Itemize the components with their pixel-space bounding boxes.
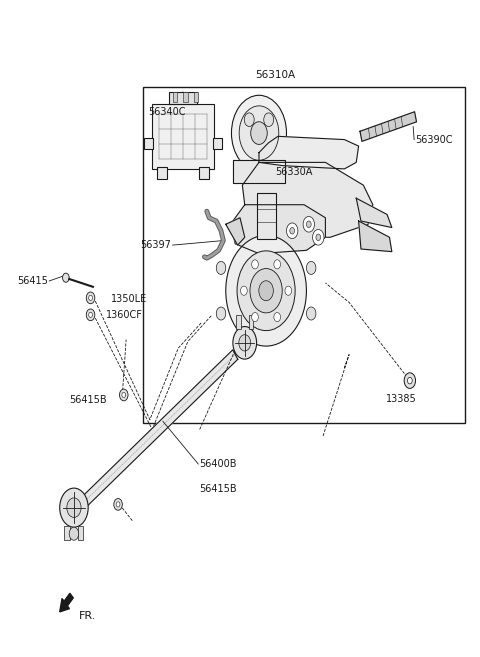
Circle shape xyxy=(89,312,93,317)
Text: 56415B: 56415B xyxy=(70,395,107,405)
Circle shape xyxy=(287,223,298,238)
Circle shape xyxy=(239,106,279,160)
Circle shape xyxy=(216,307,226,320)
Bar xyxy=(257,193,276,238)
Bar xyxy=(78,526,84,540)
Bar xyxy=(249,315,253,328)
Text: 56415: 56415 xyxy=(17,276,48,286)
Bar xyxy=(193,92,198,102)
Circle shape xyxy=(250,269,282,313)
Circle shape xyxy=(285,286,291,295)
Bar xyxy=(152,104,214,169)
Text: 56397: 56397 xyxy=(140,240,171,250)
Circle shape xyxy=(251,122,267,145)
Circle shape xyxy=(237,251,295,330)
Polygon shape xyxy=(230,205,325,254)
Circle shape xyxy=(216,261,226,275)
Circle shape xyxy=(226,235,306,346)
Circle shape xyxy=(312,229,324,245)
Text: 56310A: 56310A xyxy=(255,70,296,79)
Bar xyxy=(183,92,188,102)
Polygon shape xyxy=(69,350,238,519)
FancyArrow shape xyxy=(60,593,73,612)
Circle shape xyxy=(69,527,79,540)
Text: FR.: FR. xyxy=(79,612,96,622)
Circle shape xyxy=(303,216,314,232)
Circle shape xyxy=(316,234,321,240)
Circle shape xyxy=(60,488,88,527)
Bar xyxy=(236,315,241,328)
Circle shape xyxy=(408,377,412,384)
Bar xyxy=(143,87,466,423)
Circle shape xyxy=(306,261,316,275)
Circle shape xyxy=(306,307,316,320)
Text: 1360CF: 1360CF xyxy=(106,311,143,321)
Polygon shape xyxy=(233,160,285,183)
Text: 13385: 13385 xyxy=(386,394,417,403)
Text: 56390C: 56390C xyxy=(416,135,453,145)
Circle shape xyxy=(116,502,120,507)
Circle shape xyxy=(274,260,280,269)
Circle shape xyxy=(89,295,93,300)
Polygon shape xyxy=(359,221,392,252)
Polygon shape xyxy=(360,112,417,141)
Circle shape xyxy=(86,309,95,321)
Circle shape xyxy=(264,113,274,127)
Circle shape xyxy=(239,334,251,351)
Polygon shape xyxy=(226,217,245,245)
Circle shape xyxy=(122,392,126,397)
Circle shape xyxy=(62,273,69,283)
Text: 56330A: 56330A xyxy=(276,167,313,177)
Text: 56400B: 56400B xyxy=(200,459,237,469)
Circle shape xyxy=(252,260,258,269)
Bar xyxy=(157,167,168,179)
Circle shape xyxy=(252,313,258,322)
Bar xyxy=(169,92,197,104)
Bar xyxy=(144,137,153,149)
Polygon shape xyxy=(356,198,392,227)
Circle shape xyxy=(120,389,128,401)
Circle shape xyxy=(404,373,416,388)
Circle shape xyxy=(86,292,95,304)
Bar xyxy=(213,137,222,149)
Polygon shape xyxy=(259,136,359,169)
Polygon shape xyxy=(242,162,373,237)
Circle shape xyxy=(233,327,257,359)
Bar xyxy=(64,526,70,540)
Circle shape xyxy=(240,286,247,295)
Bar xyxy=(173,92,178,102)
Circle shape xyxy=(290,227,295,234)
Circle shape xyxy=(231,95,287,171)
Circle shape xyxy=(114,499,122,510)
Circle shape xyxy=(244,113,254,127)
Bar xyxy=(199,167,209,179)
Text: 56340C: 56340C xyxy=(148,107,185,117)
Circle shape xyxy=(67,498,81,518)
Text: 1350LE: 1350LE xyxy=(111,294,147,304)
Circle shape xyxy=(274,313,280,322)
Circle shape xyxy=(306,221,311,227)
Text: 56415B: 56415B xyxy=(200,484,237,495)
Circle shape xyxy=(259,281,273,301)
